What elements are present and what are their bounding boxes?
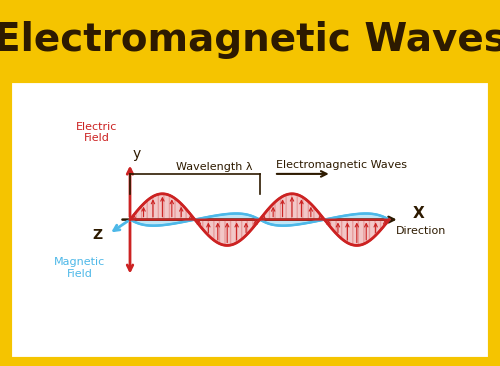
Text: Electric
Field: Electric Field [76, 122, 117, 143]
Text: Electromagnetic Waves: Electromagnetic Waves [276, 160, 407, 170]
Polygon shape [130, 194, 194, 220]
Polygon shape [195, 213, 260, 220]
Polygon shape [260, 194, 324, 220]
Text: Magnetic
Field: Magnetic Field [54, 257, 105, 279]
Text: X: X [412, 206, 424, 221]
Text: Electromagnetic Waves: Electromagnetic Waves [0, 21, 500, 59]
Text: Z: Z [92, 228, 102, 242]
Polygon shape [260, 220, 324, 226]
Text: Direction: Direction [396, 225, 446, 235]
Polygon shape [325, 220, 389, 246]
FancyBboxPatch shape [10, 81, 490, 359]
Polygon shape [130, 220, 194, 226]
Text: Wavelength λ: Wavelength λ [176, 162, 252, 172]
Polygon shape [325, 213, 389, 220]
Polygon shape [195, 220, 260, 246]
Text: y: y [132, 147, 140, 161]
